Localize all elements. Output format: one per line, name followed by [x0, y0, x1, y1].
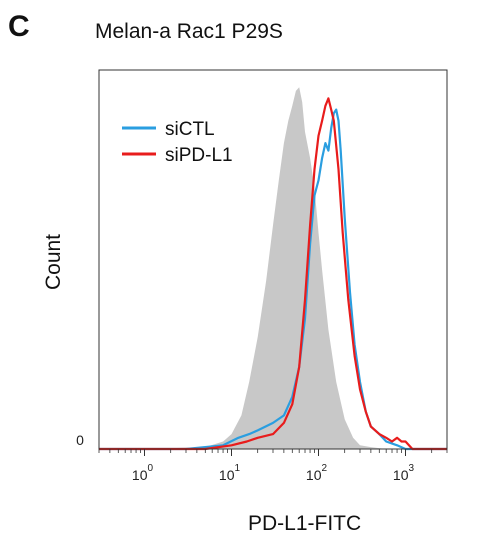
series-isotype-control-area [99, 87, 447, 449]
chart-title: Melan-a Rac1 P29S [95, 20, 283, 43]
x-tick-label: 103 [393, 463, 415, 483]
x-tick-label: 102 [306, 463, 328, 483]
x-axis-label: PD-L1-FITC [248, 512, 362, 535]
series-sipd-l1-line [99, 97, 447, 451]
y-tick-label: 0 [76, 432, 84, 448]
legend-label-sipd-l1: siPD-L1 [165, 145, 233, 166]
x-tick-label: 101 [219, 463, 241, 483]
panel-letter: C [8, 10, 30, 43]
x-tick-label: 100 [132, 463, 154, 483]
legend-label-sictl: siCTL [165, 119, 215, 140]
